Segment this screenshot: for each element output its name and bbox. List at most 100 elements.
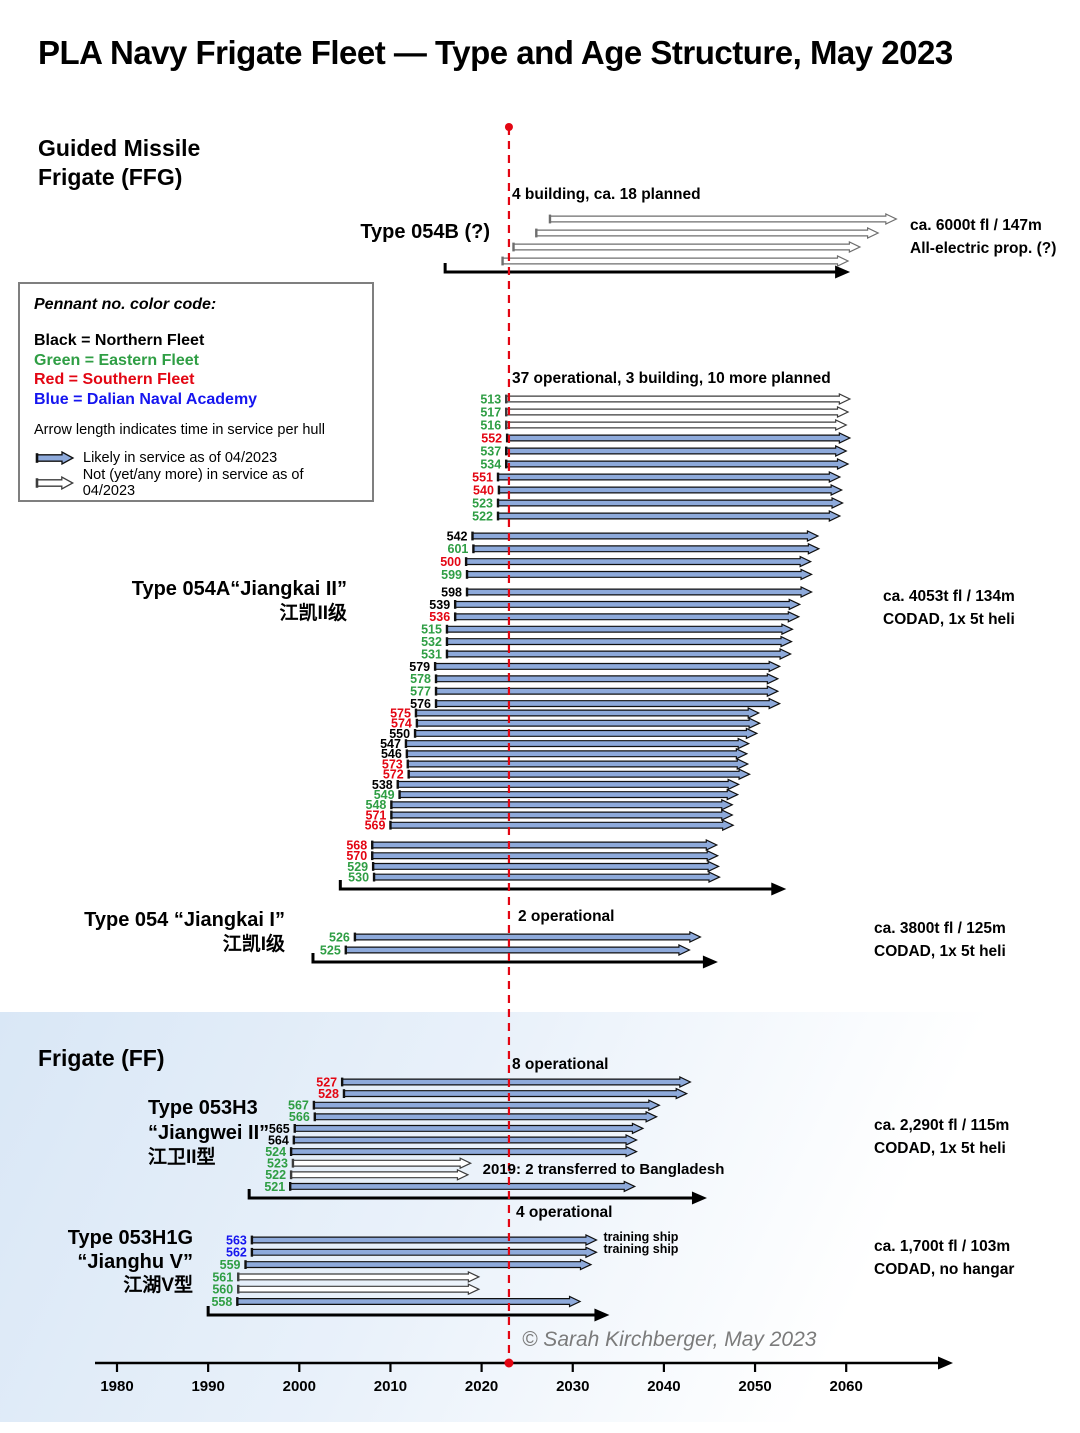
- group-spec-type-053h1g: ca. 1,700t fl / 103m CODAD, no hangar: [874, 1235, 1014, 1281]
- pennant-label: 601: [448, 542, 469, 556]
- ship-arrow: [397, 778, 741, 791]
- pennant-label: 539: [429, 598, 450, 612]
- ship-arrow: [549, 213, 898, 225]
- section-header-ff: Frigate (FF): [38, 1045, 165, 1071]
- ship-arrow: [289, 1180, 637, 1193]
- legend-entry-southern-fleet: Red = Southern Fleet: [34, 371, 195, 388]
- ship-note: training ship: [603, 1230, 679, 1244]
- legend-in-service-row: Likely in service as of 04/2023: [34, 446, 358, 470]
- ship-arrow: [294, 1122, 645, 1135]
- group-name-type-054-line2: 江凯I级: [222, 934, 285, 955]
- pennant-label: 549: [374, 788, 395, 802]
- ship-arrow: [505, 445, 848, 457]
- group-spec-line: CODAD, 1x 5t heli: [874, 1140, 1006, 1157]
- group-baseline: [247, 1189, 694, 1200]
- pennant-label: 565: [269, 1122, 290, 1136]
- ship-arrow: [435, 697, 782, 710]
- ship-note: training ship: [603, 1242, 679, 1257]
- pennant-label: 559: [220, 1258, 241, 1272]
- legend-in-service-label: Likely in service as of 04/2023: [83, 450, 278, 466]
- group-baseline-arrowhead: [771, 882, 787, 896]
- ship-arrow: [390, 798, 734, 811]
- pennant-label: 548: [366, 798, 387, 812]
- x-axis-tick-label: 1990: [191, 1378, 224, 1395]
- x-axis-tick-label: 1980: [100, 1378, 133, 1395]
- group-name-type-054-line1: Type 054 “Jiangkai I”: [84, 909, 285, 931]
- pennant-label: 564: [268, 1133, 289, 1147]
- pennant-label: 513: [480, 392, 501, 406]
- group-annotation-type-054b: 4 building, ca. 18 planned: [512, 186, 701, 203]
- pennant-label: 562: [226, 1246, 247, 1260]
- legend-heading: Pennant no. color code:: [34, 296, 217, 313]
- pennant-label: 521: [264, 1180, 285, 1194]
- x-axis-tick-label: 2050: [738, 1378, 771, 1395]
- pennant-label: 534: [480, 457, 501, 471]
- ship-arrow: [292, 1157, 473, 1170]
- ship-arrow: [354, 931, 702, 943]
- ship-arrow: [371, 839, 719, 851]
- ship-arrow: [414, 727, 759, 740]
- x-axis-arrowhead: [938, 1356, 953, 1370]
- pennant-label: 551: [472, 470, 493, 484]
- ship-arrow: [535, 227, 880, 239]
- legend-not-in-service-row: Not (yet/any more) in service as of 04/2…: [34, 467, 358, 499]
- x-axis-tick-label: 2000: [283, 1378, 316, 1395]
- ship-arrow: [251, 1234, 598, 1246]
- pennant-label: 537: [480, 444, 501, 458]
- pennant-label: 524: [265, 1145, 286, 1159]
- ship-arrow: [497, 471, 842, 483]
- ship-arrow: [501, 255, 850, 267]
- ship-arrow: [237, 1283, 481, 1296]
- pennant-label: 517: [480, 405, 501, 419]
- pennant-label: 546: [381, 747, 402, 761]
- group-name-type-053h1g-line2: “Jianghu V”: [77, 1251, 193, 1273]
- ship-arrow: [293, 1134, 638, 1146]
- pennant-label: 577: [410, 685, 431, 699]
- group-name-type-053h3-line3: 江卫II型: [148, 1147, 216, 1168]
- pennant-label: 540: [473, 483, 494, 497]
- group-baseline-arrowhead: [835, 265, 851, 279]
- pennant-label: 599: [441, 568, 462, 582]
- group-name-type-054a-line2: 江凯II级: [279, 603, 347, 624]
- ship-arrow: [389, 819, 735, 832]
- ship-arrow: [497, 497, 844, 509]
- pennant-label: 542: [447, 529, 468, 543]
- pennant-label: 561: [212, 1270, 233, 1284]
- legend-not-in-service-label: Not (yet/any more) in service as of 04/2…: [82, 467, 304, 499]
- x-axis-tick-label: 2010: [374, 1378, 407, 1395]
- pennant-label: 529: [347, 860, 368, 874]
- ship-arrow: [466, 586, 813, 598]
- ship-arrow: [290, 1145, 638, 1158]
- ship-arrow: [408, 768, 751, 781]
- pennant-label: 538: [372, 778, 393, 792]
- ship-arrow: [373, 871, 721, 884]
- group-annotation-type-054a: 37 operational, 3 building, 10 more plan…: [512, 370, 831, 387]
- section-header-ffg-line2: Frigate (FFG): [38, 164, 183, 190]
- group-baseline-arrowhead: [594, 1308, 610, 1322]
- now-line-top-dot: [504, 123, 513, 131]
- group-spec-line: ca. 2,290t fl / 115m: [874, 1117, 1010, 1134]
- pennant-label: 572: [383, 768, 404, 782]
- legend-arrow-length-note: Arrow length indicates time in service p…: [34, 422, 325, 438]
- ship-arrow: [237, 1270, 481, 1283]
- pennant-label: 523: [472, 496, 493, 510]
- group-spec-type-054b: ca. 6000t fl / 147m All-electric prop. (?…: [910, 214, 1056, 260]
- group-name-type-053h3-line2: “Jiangwei II”: [148, 1122, 270, 1144]
- pennant-label: 569: [365, 819, 386, 833]
- x-axis-tick-label: 2040: [647, 1378, 680, 1395]
- group-spec-line: ca. 3800t fl / 125m: [874, 920, 1006, 937]
- ship-arrow: [505, 406, 850, 418]
- ship-arrow: [498, 484, 844, 496]
- legend-arrow-shape: [36, 451, 75, 465]
- pennant-label: 547: [380, 737, 401, 751]
- group-spec-type-053h3: ca. 2,290t fl / 115m CODAD, 1x 5t heli: [874, 1114, 1009, 1160]
- ship-arrow: [343, 1087, 689, 1100]
- legend-entry-northern-fleet: Black = Northern Fleet: [34, 332, 205, 349]
- pennant-label: 560: [212, 1283, 233, 1297]
- ship-arrow: [290, 1168, 470, 1181]
- group-spec-line: ca. 6000t fl / 147m: [910, 217, 1042, 234]
